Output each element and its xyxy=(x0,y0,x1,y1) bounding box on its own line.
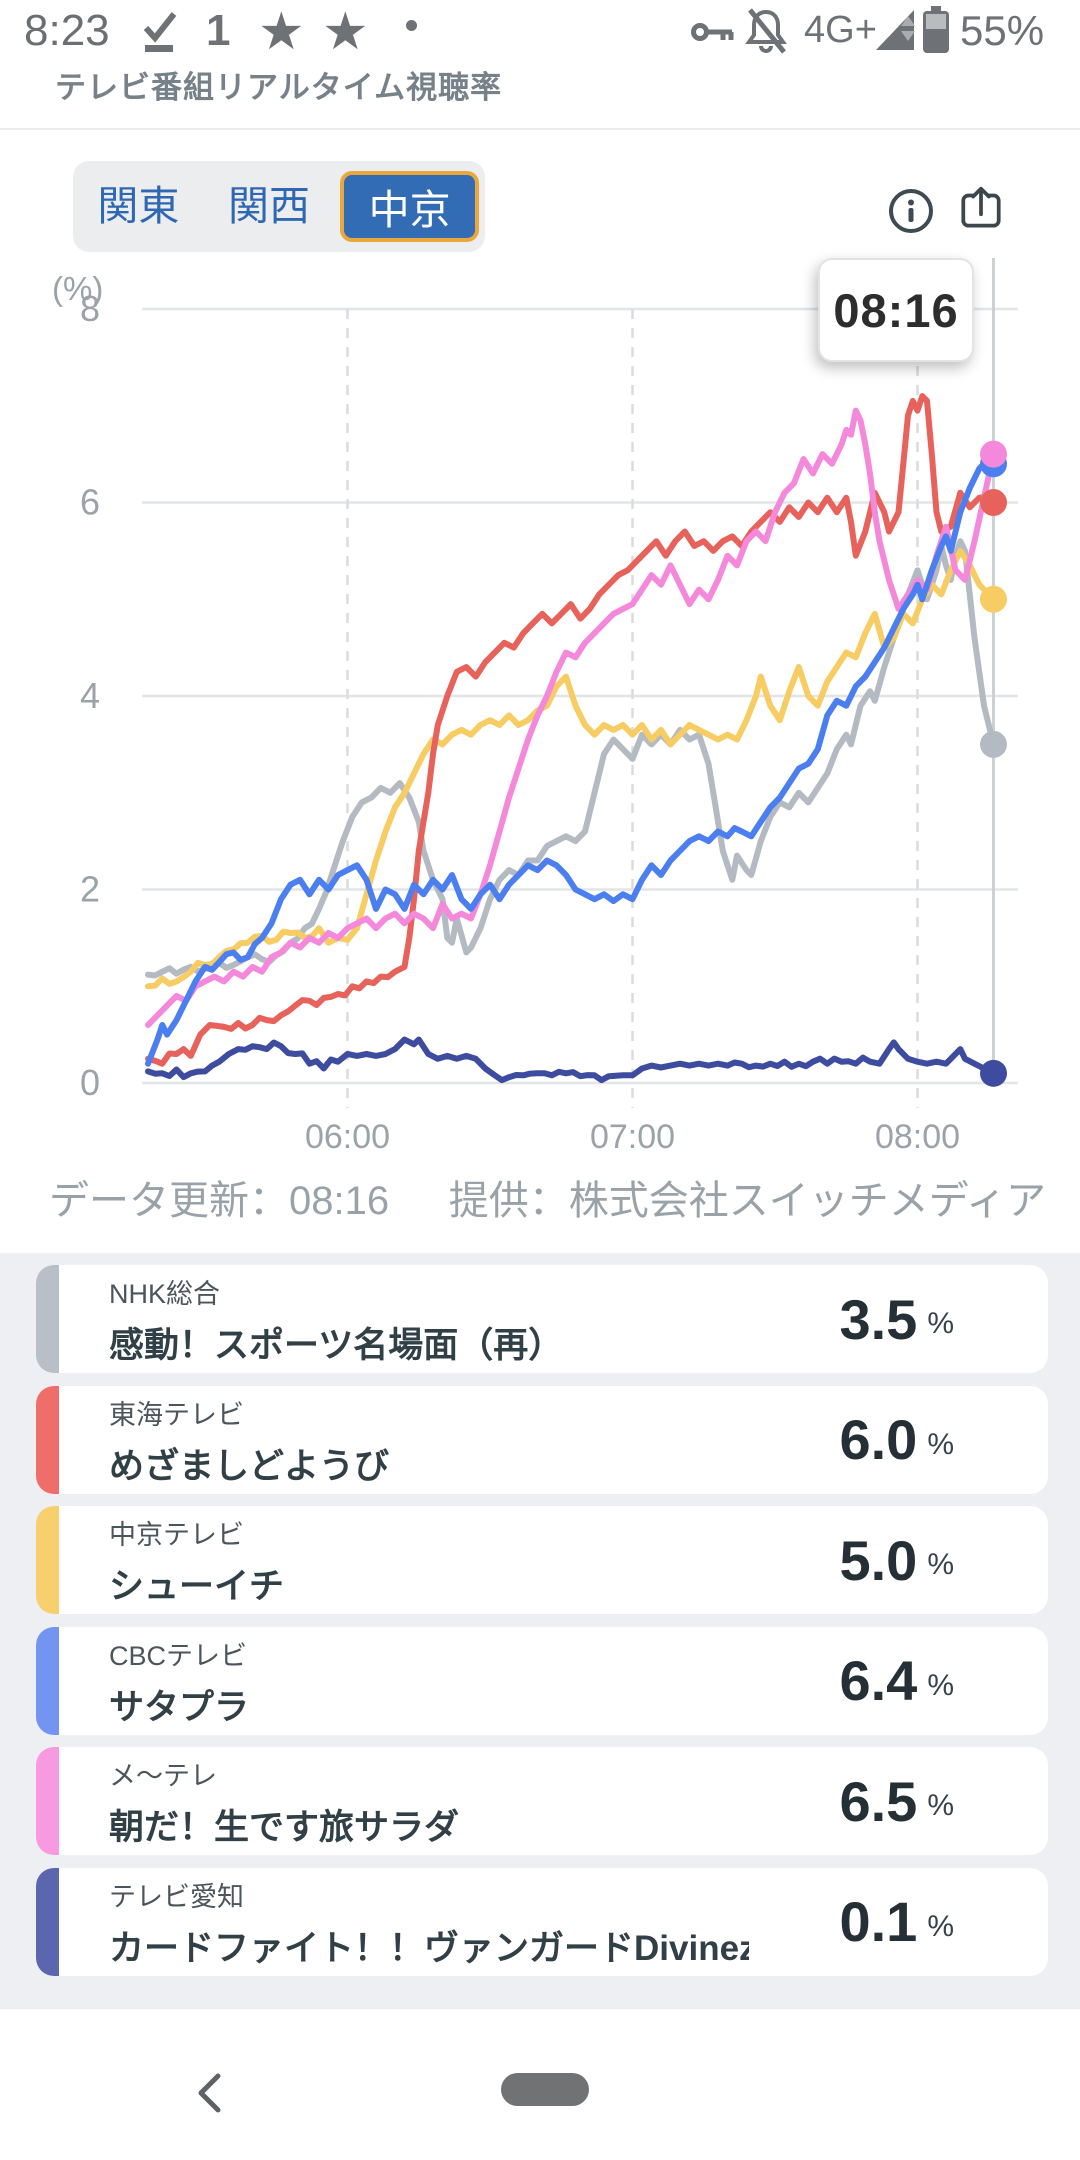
info-icon[interactable] xyxy=(886,186,936,236)
notifications-off-icon xyxy=(745,8,787,54)
rating-value: 6.5 xyxy=(839,1769,918,1833)
battery-percent: 55% xyxy=(960,7,1045,54)
chart-footer: データ更新：08:16 提供：株式会社スイッチメディア xyxy=(0,1168,1080,1228)
program-title: カードファイト！！ヴァンガードDivinez… xyxy=(109,1928,749,1968)
back-chevron-icon[interactable] xyxy=(196,2073,222,2113)
share-icon[interactable] xyxy=(974,1898,1022,1946)
page-title: テレビ番組リアルタイム視聴率 xyxy=(55,70,503,105)
share-icon[interactable] xyxy=(974,1657,1022,1705)
program-title: サタプラ xyxy=(109,1687,250,1727)
bottom-nav xyxy=(0,2008,1080,2160)
channel-name: 中京テレビ xyxy=(109,1520,244,1550)
rating-unit: % xyxy=(927,1427,954,1461)
y-tick-label: 0 xyxy=(80,1062,100,1103)
y-tick-label: 4 xyxy=(80,675,100,716)
series-color-bar xyxy=(36,1265,59,1373)
tab-関東[interactable]: 関東 xyxy=(97,183,180,229)
region-tab-group: 関東 関西 中京 xyxy=(73,161,485,252)
rating-unit: % xyxy=(927,1668,954,1702)
y-tick-label: 6 xyxy=(80,482,100,523)
channel-name: 東海テレビ xyxy=(109,1399,244,1430)
channel-name: CBCテレビ xyxy=(109,1640,248,1671)
rating-value: 0.1 xyxy=(839,1890,918,1953)
rating-value: 6.0 xyxy=(839,1408,918,1471)
program-title: めざましどようび xyxy=(109,1446,390,1486)
vpn-key-icon xyxy=(691,23,734,41)
series-color-bar xyxy=(36,1506,59,1614)
series-end-dot-メ〜テレ xyxy=(980,440,1007,468)
program-title: シューイチ xyxy=(109,1567,285,1606)
dot-icon xyxy=(406,20,417,31)
series-color-bar xyxy=(36,1747,59,1855)
home-pill[interactable] xyxy=(501,2073,589,2106)
series-end-dot-中京テレビ xyxy=(980,585,1007,613)
signal-triangle-icon xyxy=(876,10,915,50)
series-line-東海テレビ xyxy=(145,393,997,1067)
network-type: 4G+ xyxy=(804,9,877,51)
rating-unit: % xyxy=(927,1789,954,1822)
list-item[interactable]: NHK総合 感動！スポーツ名場面（再） 3.5 % xyxy=(36,1265,1048,1373)
share-icon[interactable] xyxy=(956,184,1006,234)
divider xyxy=(0,128,1080,130)
series-end-dot-テレビ愛知 xyxy=(980,1059,1007,1087)
series-end-dot-NHK総合 xyxy=(980,730,1007,758)
share-icon[interactable] xyxy=(974,1536,1022,1584)
rating-value: 5.0 xyxy=(839,1528,918,1592)
rating-value: 6.4 xyxy=(839,1649,918,1712)
list-item[interactable]: 中京テレビ シューイチ 5.0 % xyxy=(36,1506,1048,1614)
series-line-メ〜テレ xyxy=(145,407,997,1028)
share-icon[interactable] xyxy=(974,1777,1022,1825)
ratings-chart[interactable]: 8 6 4 2 0 (%) 06:00 07:00 08:00 xyxy=(0,150,1080,1160)
list-item[interactable]: テレビ愛知 カードファイト！！ヴァンガードDivinez… 0.1 % xyxy=(36,1867,1048,1976)
star-icon: ★ xyxy=(322,3,369,61)
share-icon[interactable] xyxy=(974,1416,1022,1464)
series-line-テレビ愛知 xyxy=(145,1036,997,1084)
tab-関西[interactable]: 関西 xyxy=(228,183,310,229)
data-updated-label: データ更新：08:16 xyxy=(49,1179,390,1223)
channel-name: テレビ愛知 xyxy=(109,1881,244,1912)
program-title: 朝だ！生です旅サラダ xyxy=(109,1808,460,1847)
series-end-dot-東海テレビ xyxy=(980,489,1007,516)
list-item[interactable]: CBCテレビ サタプラ 6.4 % xyxy=(36,1626,1048,1735)
series-color-bar xyxy=(36,1867,59,1976)
x-tick-label: 08:00 xyxy=(875,1118,960,1156)
y-tick-label: 2 xyxy=(80,869,100,910)
battery-icon xyxy=(923,6,949,53)
channel-name: NHK総合 xyxy=(109,1279,221,1309)
series-color-bar xyxy=(36,1626,59,1735)
rating-unit: % xyxy=(927,1548,954,1581)
cursor-tooltip: 08:16 xyxy=(818,258,974,362)
channel-name: メ〜テレ xyxy=(109,1761,217,1791)
list-item[interactable]: メ〜テレ 朝だ！生です旅サラダ 6.5 % xyxy=(36,1747,1048,1855)
program-title: 感動！スポーツ名場面（再） xyxy=(109,1326,564,1365)
y-tick-label: 8 xyxy=(80,288,100,329)
x-tick-label: 06:00 xyxy=(305,1118,390,1156)
tab-中京[interactable]: 中京 xyxy=(340,171,480,242)
cursor-time: 08:16 xyxy=(833,283,959,337)
provider-label: 提供：株式会社スイッチメディア xyxy=(448,1179,1046,1223)
share-icon[interactable] xyxy=(974,1295,1022,1343)
notification-one-icon: 1 xyxy=(206,6,231,55)
x-tick-label: 07:00 xyxy=(590,1118,675,1156)
series-line-CBCテレビ xyxy=(145,456,997,1067)
rating-unit: % xyxy=(927,1307,954,1340)
check-underline-icon xyxy=(143,12,177,52)
status-time: 8:23 xyxy=(24,6,110,55)
rating-value: 3.5 xyxy=(839,1287,918,1351)
y-axis-unit-label: (%) xyxy=(52,270,103,307)
rating-unit: % xyxy=(927,1909,954,1943)
star-icon: ★ xyxy=(258,3,305,61)
list-item[interactable]: 東海テレビ めざましどようび 6.0 % xyxy=(36,1385,1048,1494)
series-color-bar xyxy=(36,1385,59,1494)
